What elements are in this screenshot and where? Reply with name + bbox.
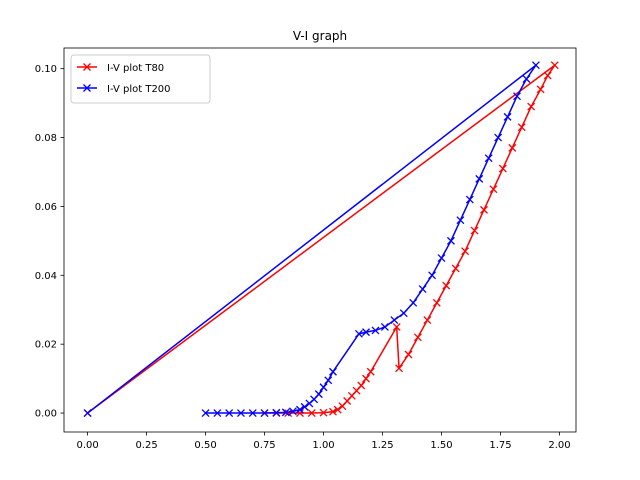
legend-item: I-V plot T200 (77, 84, 171, 95)
data-point (213, 409, 222, 418)
data-point (480, 205, 488, 214)
data-point (451, 264, 460, 273)
chart-title: V-I graph (293, 29, 347, 43)
data-point (272, 408, 281, 417)
x-tick-label: 1.75 (489, 440, 511, 451)
plot-area (83, 61, 559, 418)
data-point (508, 143, 517, 152)
x-tick-label: 0.00 (76, 440, 98, 451)
data-point (465, 195, 474, 204)
series-line (87, 64, 537, 414)
y-tick-label: 0.00 (35, 409, 57, 420)
x-axis: 0.00 0.25 0.50 0.75 1.00 1.25 1.50 1.75 2.00 (76, 432, 571, 451)
x-tick-label: 0.25 (135, 440, 157, 451)
data-point (390, 316, 399, 325)
data-point (362, 374, 370, 383)
data-point (522, 75, 531, 83)
x-tick-label: 2.00 (548, 440, 570, 451)
data-point (338, 402, 347, 411)
data-point (225, 409, 234, 418)
data-point (513, 92, 521, 101)
y-tick-label: 0.10 (35, 64, 57, 75)
legend-box (70, 54, 211, 104)
data-point (461, 247, 470, 256)
data-point (409, 298, 418, 307)
data-point (366, 367, 375, 376)
data-point (260, 409, 269, 418)
data-point (83, 409, 92, 418)
x-tick-label: 1.50 (430, 440, 452, 451)
data-point (404, 350, 413, 359)
data-point (527, 102, 536, 111)
data-point (329, 367, 337, 376)
data-point (319, 383, 328, 392)
x-tick-label: 0.50 (194, 440, 216, 451)
data-point (362, 328, 370, 337)
data-point (288, 407, 297, 416)
data-point (503, 112, 512, 121)
data-point (418, 285, 427, 294)
data-point (498, 164, 507, 173)
y-tick-label: 0.08 (35, 133, 57, 144)
x-tick-label: 0.75 (253, 440, 275, 451)
data-point (284, 409, 293, 418)
data-point (428, 271, 437, 280)
data-point (307, 409, 316, 418)
data-point (329, 407, 337, 416)
y-axis: 0.00 0.02 0.04 0.06 0.08 0.10 (35, 64, 64, 420)
data-point (470, 226, 479, 235)
data-point (371, 326, 380, 335)
data-point (300, 402, 309, 411)
data-point (354, 329, 363, 338)
axes-frame (63, 47, 577, 433)
y-tick-label: 0.04 (35, 271, 57, 282)
data-point (333, 405, 342, 414)
legend-label: I-V plot T200 (107, 84, 171, 95)
data-point (489, 185, 498, 194)
data-point (399, 309, 408, 318)
data-point (494, 133, 503, 142)
data-point (536, 85, 545, 94)
legend: I-V plot T80 I-V plot T200 (70, 54, 211, 104)
legend-marker (83, 63, 91, 71)
data-point (392, 323, 401, 331)
data-point (413, 333, 422, 342)
data-point (446, 236, 455, 245)
data-point (281, 408, 290, 417)
x-tick-label: 1.25 (371, 440, 393, 451)
data-point (543, 71, 552, 80)
data-point (531, 61, 540, 70)
data-point (305, 399, 314, 408)
data-point (456, 216, 465, 225)
y-tick-label: 0.02 (35, 340, 57, 351)
legend-marker (83, 84, 91, 92)
data-point (442, 281, 451, 290)
data-point (484, 154, 493, 163)
data-point (324, 376, 333, 385)
data-point (295, 405, 304, 414)
data-point (380, 323, 389, 331)
legend-item: I-V plot T80 (77, 63, 164, 74)
data-point (319, 408, 328, 417)
series-2 (83, 61, 540, 418)
data-point (248, 409, 257, 418)
data-point (236, 409, 245, 418)
data-point (437, 254, 446, 263)
legend-label: I-V plot T80 (107, 63, 164, 74)
data-point (395, 364, 404, 373)
data-point (550, 61, 559, 70)
y-tick-label: 0.06 (35, 202, 57, 213)
data-point (423, 316, 432, 325)
data-point (475, 174, 484, 183)
x-tick-label: 1.00 (312, 440, 334, 451)
data-point (201, 409, 210, 418)
data-point (517, 123, 526, 132)
data-point (432, 298, 441, 307)
